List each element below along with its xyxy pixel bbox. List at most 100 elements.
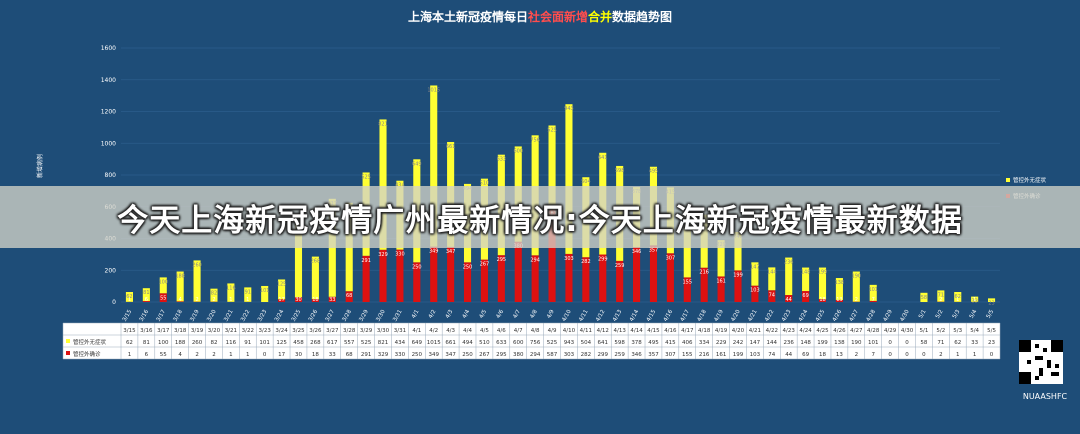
table-header-cell: 3/29 [360, 328, 373, 334]
table-cell-asymptomatic: 510 [479, 340, 490, 346]
data-label-confirmed: 18 [312, 297, 318, 303]
table-header-cell: 5/2 [936, 328, 945, 334]
x-tick-label: 4/27 [849, 309, 861, 323]
table-header-cell: 3/21 [225, 328, 237, 334]
table-header-cell: 4/22 [766, 328, 778, 334]
table-cell-confirmed: 1 [246, 352, 250, 358]
table-cell-confirmed: 103 [750, 352, 761, 358]
table-cell-asymptomatic: 101 [259, 340, 270, 346]
table-header-cell: 5/4 [970, 328, 979, 334]
bar-confirmed-3/27 [328, 296, 336, 302]
data-label-confirmed: 1 [246, 297, 249, 303]
x-tick-label: 3/16 [139, 309, 151, 323]
data-label-asymptomatic: 190 [852, 274, 862, 280]
bar-confirmed-4/18 [700, 267, 708, 302]
data-label-asymptomatic: 504 [581, 179, 591, 185]
table-cell-confirmed: 380 [513, 352, 524, 358]
table-cell-confirmed: 7 [871, 352, 875, 358]
x-tick-label: 3/19 [189, 309, 201, 323]
x-tick-label: 4/23 [781, 309, 793, 323]
bar-confirmed-3/24 [278, 299, 286, 302]
x-tick-label: 3/28 [342, 309, 354, 323]
bar-confirmed-3/26 [311, 299, 319, 302]
y-tick-labels: 02004006008001000120014001600 [101, 45, 116, 306]
x-tick-label: 4/24 [798, 309, 810, 323]
bar-asymptomatic-4/24 [802, 267, 810, 292]
data-label-asymptomatic: 100 [158, 279, 168, 285]
table-cell-confirmed: 2 [195, 352, 199, 358]
data-label-confirmed: 1 [956, 297, 959, 303]
table-cell-confirmed: 69 [802, 352, 809, 358]
data-label-asymptomatic: 101 [868, 287, 878, 293]
bar-asymptomatic-4/22 [768, 267, 776, 291]
x-tick-label: 4/28 [866, 309, 878, 323]
data-label-asymptomatic: 82 [211, 291, 217, 297]
table-cell-asymptomatic: 188 [175, 340, 186, 346]
table-cell-confirmed: 161 [716, 352, 727, 358]
bar-confirmed-4/12 [599, 254, 607, 302]
table-header-cell: 5/5 [987, 328, 996, 334]
table-header-cell: 4/4 [463, 328, 472, 334]
legend-label: 管控外无症状 [1013, 176, 1047, 184]
data-label-confirmed: 161 [716, 278, 726, 284]
data-label-asymptomatic: 821 [378, 121, 388, 127]
bar-asymptomatic-4/28 [869, 284, 877, 301]
data-label-asymptomatic: 510 [480, 181, 490, 187]
table-header-cell: 4/6 [497, 328, 506, 334]
data-label-asymptomatic: 23 [988, 300, 994, 306]
table-header-cell: 4/15 [647, 328, 660, 334]
table-cell-asymptomatic: 406 [682, 340, 693, 346]
table-cell-confirmed: 250 [462, 352, 473, 358]
data-label-confirmed: 18 [819, 297, 825, 303]
table-cell-asymptomatic: 190 [851, 340, 862, 346]
table-cell-asymptomatic: 242 [733, 340, 744, 346]
table-cell-confirmed: 329 [378, 352, 389, 358]
table-cell-asymptomatic: 415 [665, 340, 676, 346]
y-tick-label: 1000 [101, 140, 116, 147]
data-label-confirmed: 4 [179, 297, 182, 303]
data-label-confirmed: 259 [615, 263, 625, 269]
table-cell-asymptomatic: 62 [126, 340, 133, 346]
title-part-4: 数据趋势图 [612, 9, 672, 24]
table-cell-asymptomatic: 260 [192, 340, 203, 346]
table-cell-asymptomatic: 91 [244, 340, 251, 346]
overlay-headline-banner: 今天上海新冠疫情广州最新情况:今天上海新冠疫情最新数据 [0, 186, 1080, 248]
bar-confirmed-3/30 [379, 249, 387, 302]
bar-asymptomatic-3/17 [159, 277, 167, 294]
table-cell-confirmed: 0 [990, 352, 994, 358]
data-label-confirmed: 1 [973, 297, 976, 303]
data-label-confirmed: 299 [598, 257, 608, 263]
data-label-asymptomatic: 199 [818, 270, 828, 276]
table-cell-asymptomatic: 0 [888, 340, 892, 346]
x-tick-label: 4/4 [462, 309, 472, 320]
table-cell-asymptomatic: 116 [226, 340, 237, 346]
data-label-asymptomatic: 148 [801, 270, 811, 276]
table-header-cell: 3/24 [275, 328, 288, 334]
bar-confirmed-4/25 [818, 299, 827, 302]
table-cell-asymptomatic: 598 [614, 340, 625, 346]
data-label-confirmed: 103 [750, 288, 760, 294]
table-cell-asymptomatic: 458 [293, 340, 304, 346]
bar-confirmed-4/13 [616, 260, 624, 302]
x-tick-label: 3/23 [257, 309, 269, 323]
bar-asymptomatic-3/15 [125, 291, 134, 302]
table-cell-asymptomatic: 71 [937, 340, 944, 346]
data-label-asymptomatic: 58 [921, 295, 927, 301]
table-cell-asymptomatic: 434 [395, 340, 406, 346]
bar-asymptomatic-5/2 [937, 290, 945, 302]
x-tick-label: 4/6 [495, 309, 505, 320]
bar-confirmed-4/24 [802, 291, 810, 302]
bar-confirmed-4/16 [666, 253, 674, 302]
table-cell-confirmed: 33 [329, 352, 336, 358]
bar-asymptomatic-3/24 [278, 279, 286, 300]
table-cell-confirmed: 1 [229, 352, 233, 358]
bar-asymptomatic-3/21 [227, 283, 235, 302]
x-tick-label: 5/1 [918, 309, 928, 320]
y-tick-label: 1200 [101, 109, 116, 116]
x-tick-label: 3/27 [325, 309, 337, 323]
bar-asymptomatic-4/2 [430, 85, 438, 247]
table-header-cell: 4/3 [446, 328, 455, 334]
table-header-cell: 5/1 [920, 328, 929, 334]
bar-confirmed-4/1 [413, 262, 421, 302]
data-label-asymptomatic: 268 [311, 259, 321, 265]
